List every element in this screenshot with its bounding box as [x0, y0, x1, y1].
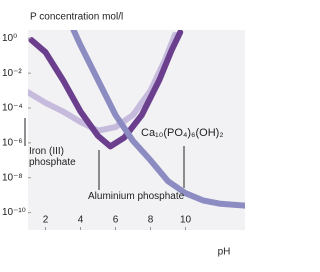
- chart-svg: P concentration mol/l pH 10⁰ 10⁻² 10⁻⁴ 10⁻⁶…: [2, 12, 245, 258]
- x-tick-label: 8: [148, 215, 154, 226]
- y-axis-title: P concentration mol/l: [30, 12, 123, 23]
- y-tick-label: 10⁻⁶: [2, 138, 23, 149]
- x-tick-label: 10: [180, 215, 192, 226]
- curve: [28, 30, 184, 150]
- x-axis-title: pH: [218, 247, 231, 258]
- series-label: Iron (III) phosphate: [29, 146, 76, 168]
- x-tick-label: 6: [113, 215, 119, 226]
- y-tick-label: 10⁻⁴: [2, 103, 23, 114]
- y-tick-label: 10⁻¹⁰: [2, 207, 26, 218]
- y-tick-label: 10⁰: [2, 33, 17, 44]
- x-tick-label: 4: [78, 215, 84, 226]
- series-label: Aluminium phosphate: [88, 191, 185, 202]
- curve: [70, 30, 245, 209]
- y-tick-label: 10⁻⁸: [2, 172, 23, 183]
- y-tick-label: 10⁻²: [2, 68, 22, 79]
- series-label: Ca₁₀(PO₄)₆(OH)₂: [141, 127, 224, 139]
- chart: P concentration mol/l pH 10⁰ 10⁻² 10⁻⁴ 10⁻⁶…: [2, 12, 245, 258]
- x-tick-label: 2: [43, 215, 49, 226]
- plot-area: [28, 30, 245, 230]
- curve: [28, 31, 178, 134]
